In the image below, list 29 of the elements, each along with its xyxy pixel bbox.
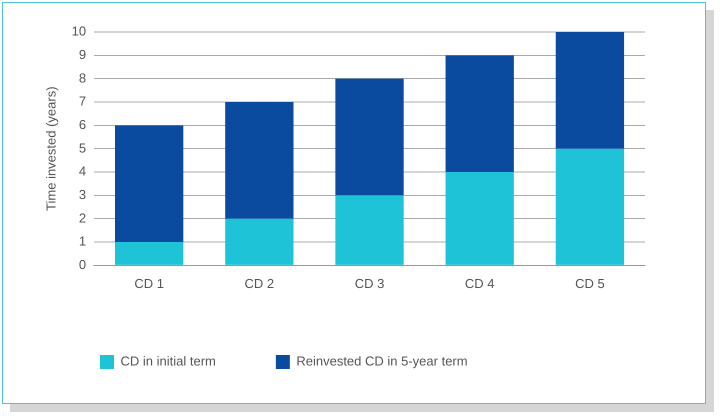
- x-tick-label: CD 2: [244, 276, 274, 291]
- y-tick-label: 5: [78, 140, 86, 156]
- bar: [556, 148, 624, 265]
- bar: [225, 102, 294, 219]
- x-tick-label: CD 3: [354, 276, 384, 291]
- bar: [225, 218, 294, 265]
- bar: [335, 195, 404, 265]
- bar: [556, 32, 624, 149]
- y-tick-label: 1: [78, 234, 86, 249]
- bar: [446, 55, 514, 172]
- y-tick-label: 3: [78, 186, 86, 202]
- y-tick-label: 6: [78, 116, 86, 132]
- legend-label: CD in initial term: [120, 354, 216, 369]
- bar: [446, 172, 514, 265]
- legend-label: Reinvested CD in 5-year term: [296, 354, 468, 369]
- y-tick-label: 10: [72, 24, 86, 39]
- y-tick-label: 8: [78, 70, 86, 86]
- x-tick-label: CD 4: [464, 276, 495, 291]
- x-tick-label: CD 5: [575, 276, 605, 291]
- y-tick-label: 0: [78, 256, 86, 272]
- y-tick-label: 2: [78, 210, 86, 226]
- bar: [335, 78, 404, 196]
- bar: [114, 242, 184, 265]
- y-tick-label: 9: [78, 46, 86, 62]
- y-axis-title: Time invested (years): [43, 86, 58, 211]
- x-tick-label: CD 1: [134, 276, 164, 291]
- y-tick-label: 4: [78, 164, 86, 179]
- bar: [114, 125, 184, 242]
- y-tick-label: 7: [78, 94, 86, 109]
